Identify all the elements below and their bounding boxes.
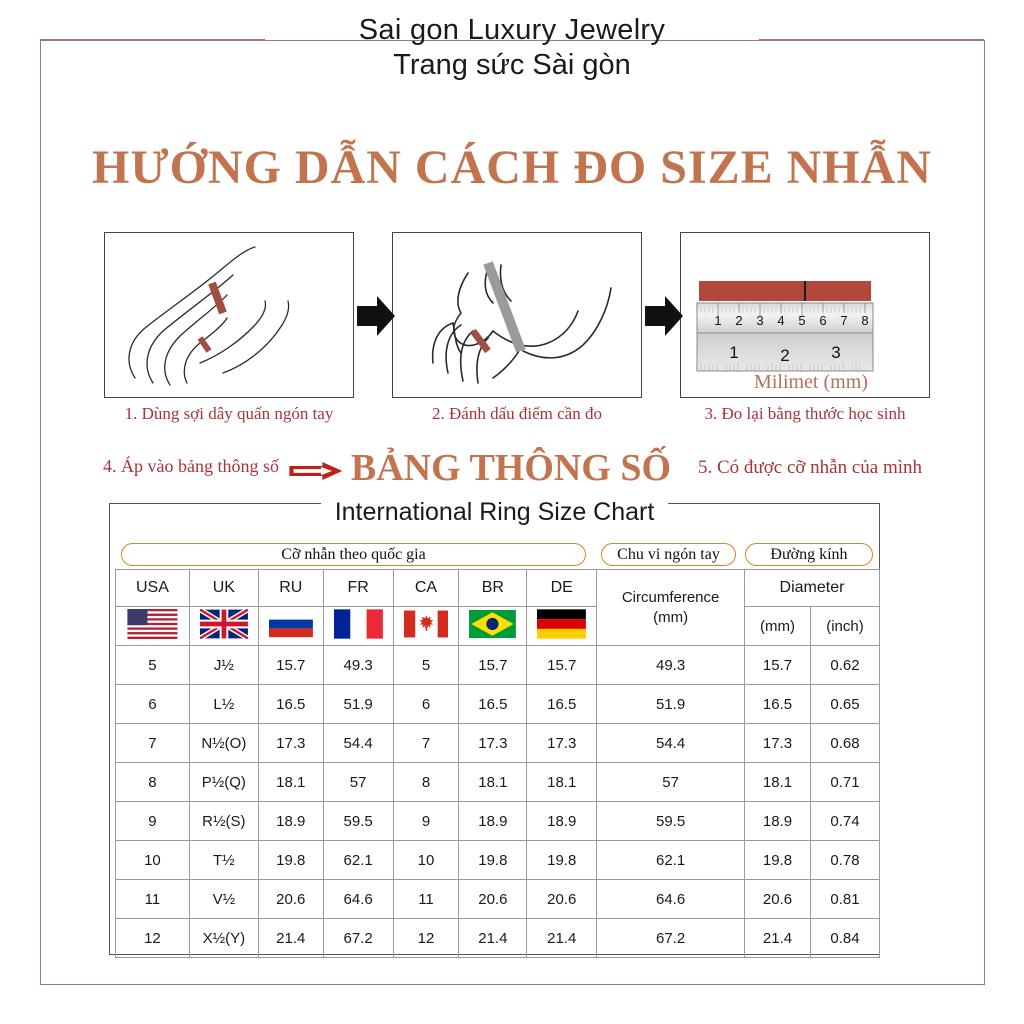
svg-text:4: 4 — [777, 313, 784, 328]
svg-text:Milimet (mm): Milimet (mm) — [754, 371, 868, 393]
svg-text:3: 3 — [831, 343, 840, 362]
svg-text:2: 2 — [735, 313, 742, 328]
svg-text:7: 7 — [840, 313, 847, 328]
svg-text:6: 6 — [819, 313, 826, 328]
svg-text:1: 1 — [729, 343, 738, 362]
svg-text:2: 2 — [780, 346, 789, 365]
svg-text:8: 8 — [861, 313, 868, 328]
